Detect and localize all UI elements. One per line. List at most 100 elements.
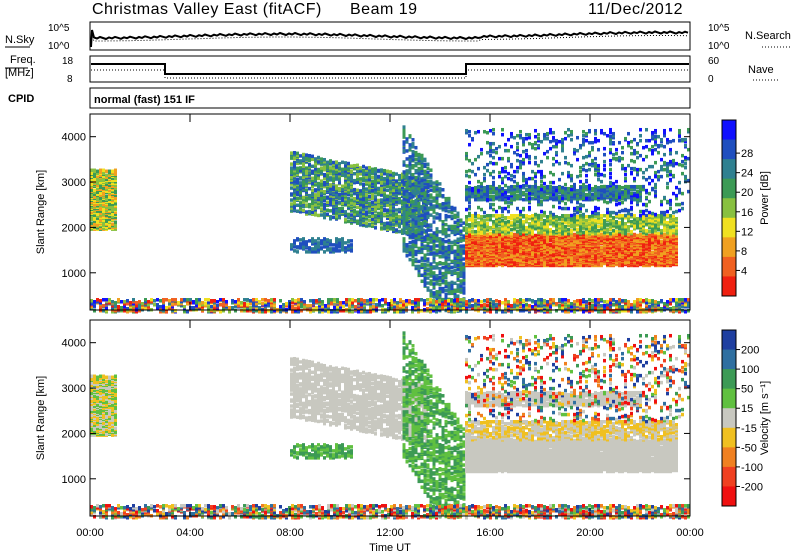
power-cell [338, 177, 341, 182]
power-cell [347, 196, 350, 201]
power-cell [510, 227, 513, 232]
power-cell [90, 170, 93, 175]
power-cell [426, 211, 430, 215]
power-cell [504, 215, 507, 220]
power-cell [386, 210, 389, 214]
power-cell [338, 196, 341, 201]
power-cell [317, 190, 320, 195]
power-cell [462, 286, 466, 290]
power-cell [444, 213, 448, 218]
power-cell [344, 195, 347, 199]
power-cell [323, 182, 326, 187]
power-cell [444, 245, 448, 250]
power-cell [408, 182, 412, 186]
power-cell [495, 213, 498, 218]
power-cell [320, 183, 323, 187]
power-cell [329, 178, 332, 182]
power-cell [432, 265, 436, 269]
power-cell [519, 231, 522, 236]
power-cell [429, 289, 433, 293]
power-cell [537, 261, 540, 266]
power-cell [320, 213, 323, 217]
power-cell [111, 222, 114, 226]
power-cell [405, 169, 409, 173]
power-cell [456, 267, 460, 271]
power-cell [299, 184, 302, 188]
power-cell [447, 224, 451, 229]
power-cell [417, 259, 421, 264]
power-cell [420, 184, 424, 189]
power-cell [356, 180, 359, 185]
power-cell [392, 203, 395, 208]
power-cell [383, 199, 386, 204]
power-cell [323, 198, 326, 203]
power-cell [299, 166, 302, 170]
power-cell [392, 188, 395, 193]
power-cell [93, 217, 96, 221]
power-cell [105, 225, 108, 229]
power-cell [377, 215, 380, 220]
power-cell [411, 188, 415, 193]
power-cell [96, 178, 99, 183]
noise-sky-line [90, 29, 689, 48]
power-cell [432, 210, 436, 214]
power-cell [426, 201, 430, 205]
power-cell [405, 140, 409, 144]
power-cell [398, 229, 401, 234]
power-cell [302, 152, 305, 157]
power-cell [299, 181, 302, 185]
power-cell [405, 157, 409, 161]
power-cell [549, 227, 552, 232]
power-cell [480, 214, 483, 219]
power-cell [459, 255, 463, 259]
power-cell [402, 204, 406, 208]
power-cell [299, 206, 302, 210]
power-cell [483, 218, 486, 223]
power-cell [296, 158, 299, 163]
power-cell [329, 190, 332, 194]
power-cell [441, 228, 445, 233]
power-cell [96, 169, 99, 174]
power-cell [311, 192, 314, 197]
power-cell [371, 187, 374, 192]
power-cell [368, 214, 371, 219]
power-cell [320, 186, 323, 190]
power-cell [344, 191, 347, 195]
power-cell [111, 200, 114, 204]
power-cell [627, 232, 630, 237]
power-cell [426, 170, 430, 175]
power-cell [290, 170, 293, 174]
power-cell [317, 201, 320, 206]
power-cell [293, 191, 296, 196]
power-cell [305, 203, 308, 207]
power-cell [296, 169, 299, 174]
power-cell [356, 188, 359, 193]
power-cell [93, 168, 96, 173]
power-cell [353, 208, 356, 213]
power-cell [293, 200, 296, 205]
power-cell [362, 213, 365, 218]
power-cell [417, 166, 421, 171]
power-cell [323, 167, 326, 172]
power-cell [639, 232, 642, 237]
power-cell [296, 180, 299, 185]
power-cell [444, 295, 448, 300]
power-cell [516, 229, 519, 234]
power-cell [414, 145, 418, 150]
power-cell [374, 220, 377, 224]
power-cell [99, 196, 102, 200]
power-cell [534, 226, 537, 231]
power-cell [402, 182, 406, 186]
power-cell [395, 179, 398, 183]
power-cell [356, 212, 359, 216]
power-cell [320, 157, 323, 161]
power-cell [111, 208, 114, 212]
power-cell [380, 219, 383, 223]
power-cell [389, 179, 392, 183]
power-cell [108, 223, 111, 227]
power-cell [353, 196, 356, 201]
power-cell [329, 183, 332, 187]
power-cell [486, 213, 489, 218]
power-cell [108, 205, 111, 209]
